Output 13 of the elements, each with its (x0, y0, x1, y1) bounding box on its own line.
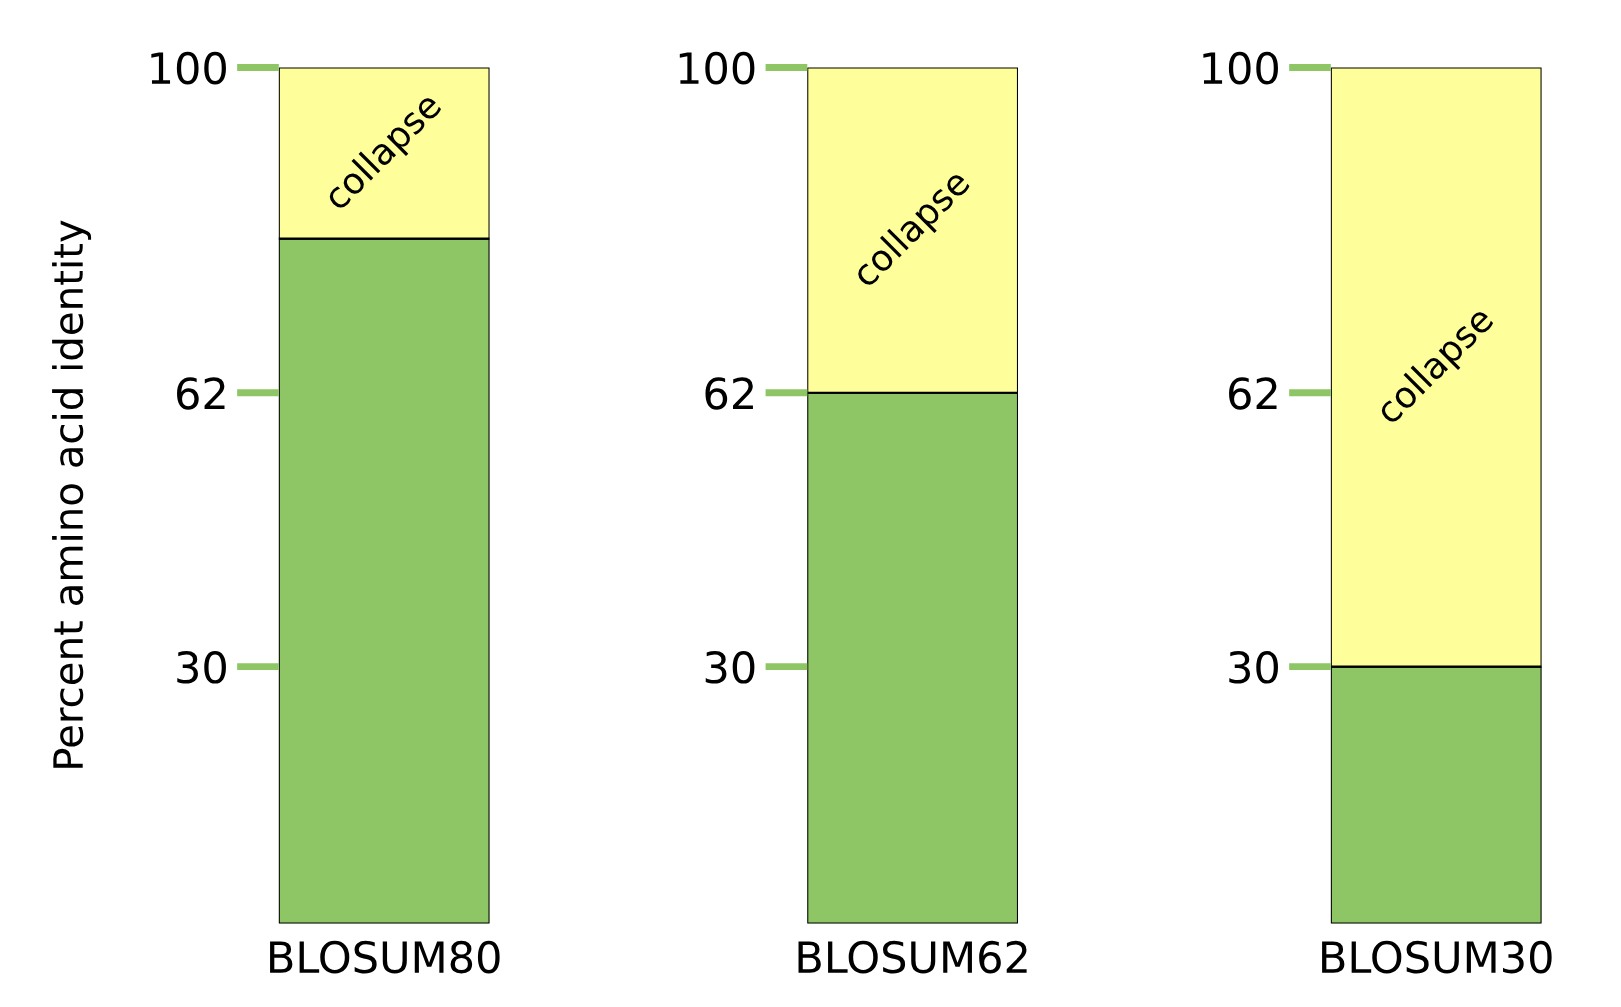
x-tick-label: BLOSUM30 (1322, 940, 1552, 974)
y-tick-label: 100 (151, 51, 226, 85)
y-tick-label: 62 (1229, 377, 1277, 410)
x-tick-label: BLOSUM62 (798, 940, 1027, 974)
y-tick-label: 100 (679, 51, 755, 85)
y-tick-label: 30 (177, 651, 226, 684)
y-axis-title: Percent amino acid identity (52, 220, 92, 768)
y-tick-label: 30 (1229, 651, 1278, 684)
x-tick-label: BLOSUM80 (270, 940, 500, 974)
y-tick-label: 100 (1203, 51, 1278, 85)
y-tick-label: 30 (705, 651, 755, 684)
y-tick-label: 62 (177, 377, 225, 410)
y-tick-label: 62 (705, 377, 753, 410)
